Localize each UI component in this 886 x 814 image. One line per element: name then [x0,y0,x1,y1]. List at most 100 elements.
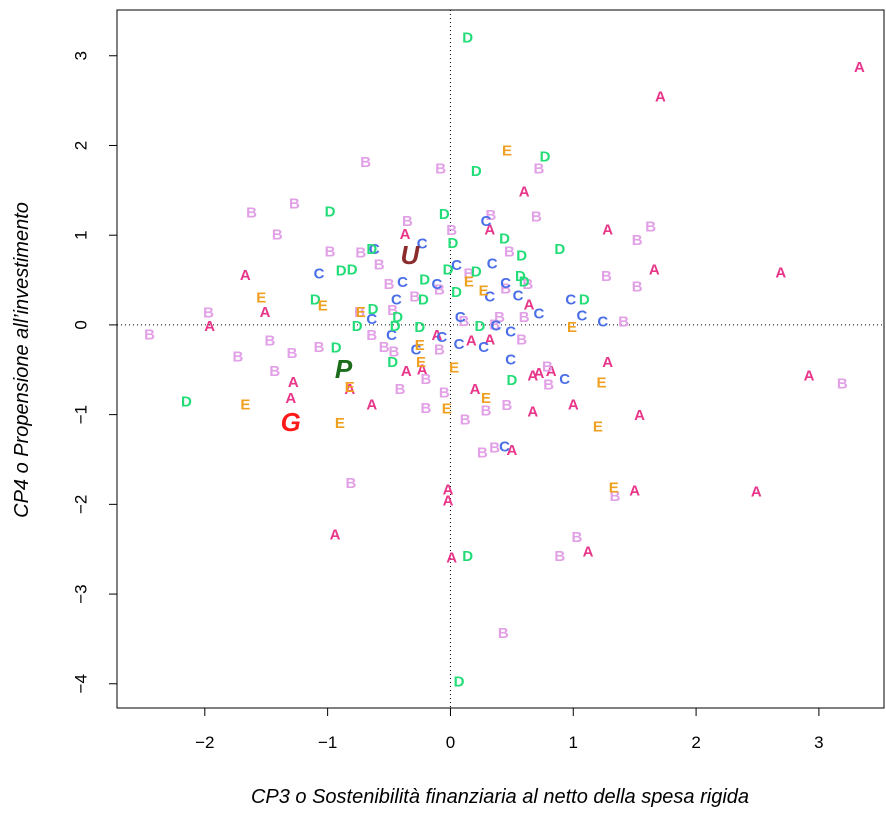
point-marker: C [451,257,462,274]
point-marker: D [368,301,379,318]
point-marker: A [446,550,457,567]
point-marker: E [609,480,619,497]
point-marker: D [475,318,486,335]
y-tick-label: 2 [71,141,90,150]
point-marker: E [356,304,366,321]
point-marker: B [463,265,474,282]
point-marker: B [489,439,500,456]
point-marker: E [464,273,474,290]
point-marker: A [240,267,251,284]
point-marker: E [318,298,328,315]
point-marker: A [649,262,660,279]
point-marker: D [366,241,377,258]
y-tick-label: −3 [71,584,90,603]
point-marker: C [436,329,447,346]
point-marker: C [391,291,402,308]
point-marker: B [618,314,629,331]
point-marker: A [366,396,377,413]
point-marker: A [602,221,613,238]
point-marker: D [336,263,347,280]
point-marker: B [542,359,553,376]
x-tick-label: 1 [569,733,578,752]
point-marker: B [272,227,283,244]
x-axis-label: CP3 o Sostenibilità finanziaria al netto… [251,786,749,808]
point-marker: C [505,351,516,368]
point-marker: D [387,354,398,371]
point-marker: C [597,314,608,331]
point-marker: A [484,332,495,349]
point-marker: B [533,160,544,177]
point-marker: C [417,236,428,253]
point-marker: A [204,318,215,335]
point-marker: E [415,337,425,354]
point-marker: E [256,289,266,306]
point-marker: E [345,379,355,396]
point-marker: B [360,154,371,171]
y-tick-label: −2 [71,495,90,514]
point-marker: D [181,394,192,411]
point-marker: B [446,222,457,239]
point-marker: D [540,149,551,166]
point-marker: E [442,401,452,418]
point-marker: D [579,291,590,308]
point-marker: E [479,282,489,299]
point-marker: E [481,390,491,407]
point-marker: B [460,412,471,429]
point-marker: D [519,273,530,290]
point-marker: B [346,475,357,492]
point-marker: C [565,291,576,308]
point-marker: D [325,203,336,220]
point-marker: A [470,381,481,398]
point-marker: A [524,297,535,314]
point-marker: B [420,371,431,388]
point-marker: A [443,481,454,498]
point-marker: A [634,407,645,424]
point-marker: D [414,319,425,336]
point-marker: C [499,438,510,455]
point-marker: B [435,160,446,177]
point-marker: B [379,339,390,356]
point-marker: A [417,361,428,378]
point-marker: B [572,529,583,546]
point-marker: C [500,275,511,292]
point-marker: C [454,336,465,353]
point-marker: C [576,307,587,324]
point-marker: A [655,89,666,106]
point-marker: A [285,390,296,407]
x-tick-label: 0 [446,733,455,752]
point-marker: B [409,289,420,306]
point-marker: B [489,316,500,333]
point-marker: B [519,309,530,326]
point-marker: A [506,442,517,459]
point-marker: A [775,264,786,281]
point-marker: B [481,403,492,420]
point-marker: E [240,396,250,413]
point-marker: B [434,281,445,298]
point-marker: B [325,244,336,261]
point-marker: D [443,262,454,279]
point-marker: C [369,241,380,258]
point-marker: B [314,339,325,356]
point-marker: D [331,340,342,357]
point-marker: D [390,318,401,335]
point-marker: C [505,324,516,341]
point-marker: B [610,488,621,505]
point-marker: A [629,482,640,499]
point-marker: B [554,548,565,565]
point-marker: C [432,276,443,293]
point-marker: E [449,359,459,376]
point-marker: C [481,213,492,230]
point-marker: D [462,29,473,46]
point-marker: A [484,221,495,238]
point-marker: B [354,304,365,321]
point-marker: D [554,241,565,258]
point-marker: B [264,333,275,350]
point-marker: G [281,407,301,437]
point-marker: B [522,276,533,293]
point-marker: D [418,291,429,308]
point-marker: D [462,548,473,565]
point-marker: B [434,342,445,359]
y-tick-label: −1 [71,405,90,424]
point-marker: D [451,284,462,301]
point-marker: A [546,363,557,380]
